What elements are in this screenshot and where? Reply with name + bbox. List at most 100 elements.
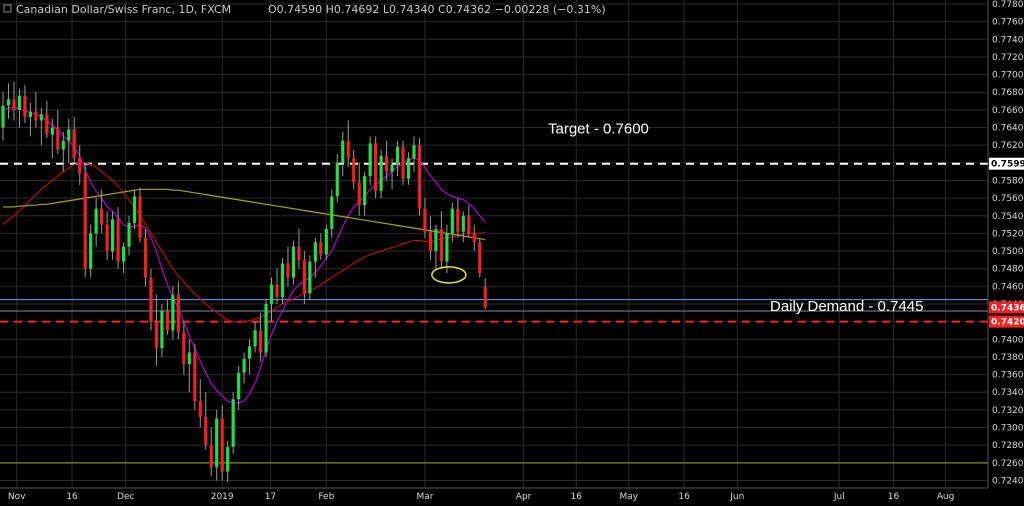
x-tick-label: 16 <box>678 492 690 502</box>
candle <box>132 189 137 229</box>
x-tick-label: May <box>620 492 639 502</box>
candle <box>434 224 438 269</box>
candle-body <box>39 114 43 121</box>
candle <box>72 116 76 163</box>
candle-body <box>50 127 54 135</box>
candle <box>94 198 98 247</box>
candles <box>1 81 487 483</box>
candle-body <box>439 229 443 262</box>
level-price-badge <box>989 315 1024 328</box>
candle-body <box>204 416 208 446</box>
target-annotation: Target - 0.7600 <box>548 120 649 137</box>
symbol-title[interactable]: Canadian Dollar/Swiss Franc, 1D, FXCM <box>16 3 231 16</box>
symbol-menu-icon[interactable] <box>3 4 12 13</box>
candle-body <box>127 222 131 247</box>
price-axis-bg <box>988 0 1024 506</box>
candle-body <box>472 233 476 243</box>
candle-body <box>1 105 5 128</box>
candle-body <box>390 164 394 172</box>
candle <box>445 224 449 274</box>
highlight-ellipse <box>431 266 467 284</box>
candle-body <box>374 143 378 192</box>
candle-body <box>412 145 416 159</box>
candle <box>428 215 433 260</box>
candle <box>56 109 60 154</box>
candle <box>390 158 394 190</box>
candle-body <box>275 284 279 297</box>
candle <box>28 102 32 137</box>
candle <box>204 392 208 450</box>
x-tick-label: Apr <box>516 492 532 502</box>
candle <box>395 140 400 177</box>
candle-body <box>56 127 60 150</box>
x-tick-label: Feb <box>318 492 334 502</box>
candle-body <box>187 352 191 364</box>
candle <box>478 237 482 278</box>
candle-body <box>363 176 367 206</box>
time-axis[interactable]: Nov 16 Dec 2019 17 Feb Mar Apr 16 May 16 Jun Jul 16 Au… <box>0 487 1024 506</box>
candle-body <box>45 114 49 135</box>
candle-body <box>105 224 109 252</box>
candle-body <box>450 208 454 234</box>
candle <box>23 85 27 124</box>
candle-body <box>23 95 27 117</box>
candle-body <box>154 321 159 349</box>
candle-body <box>237 372 241 400</box>
x-tick-label: 16 <box>570 492 582 502</box>
candle <box>176 281 180 340</box>
candle <box>297 229 301 269</box>
candle <box>461 211 465 243</box>
candle-body <box>445 233 449 262</box>
candle-body <box>100 208 104 225</box>
candle <box>138 187 142 243</box>
current-price-badge <box>989 301 1024 314</box>
candle-body <box>94 208 98 234</box>
candle <box>100 189 104 234</box>
candle-body <box>308 261 312 294</box>
candle <box>467 205 471 238</box>
candle <box>406 152 411 185</box>
candle-body <box>401 146 405 179</box>
candle-body <box>417 145 422 209</box>
x-tick-label: 16 <box>66 492 78 502</box>
candle-body <box>17 95 22 110</box>
candle <box>39 108 43 146</box>
x-tick-label: 17 <box>265 492 276 502</box>
candle-body <box>242 358 246 373</box>
candle <box>198 379 202 428</box>
x-tick-label: Mar <box>416 492 433 502</box>
candle-body <box>171 295 175 331</box>
candle-body <box>193 352 197 402</box>
candle-body <box>483 287 487 308</box>
candle <box>269 277 274 322</box>
candle <box>17 88 22 128</box>
candle <box>308 255 312 300</box>
candle-body <box>78 157 82 174</box>
grid <box>0 0 988 488</box>
candle-body <box>357 182 361 206</box>
candle <box>357 162 361 216</box>
candle-body <box>6 99 11 106</box>
candle-body <box>341 140 345 163</box>
candle-body <box>286 263 290 278</box>
candle <box>127 215 131 256</box>
candle-body <box>434 229 438 252</box>
candle-body <box>269 284 274 304</box>
candle <box>385 140 389 181</box>
